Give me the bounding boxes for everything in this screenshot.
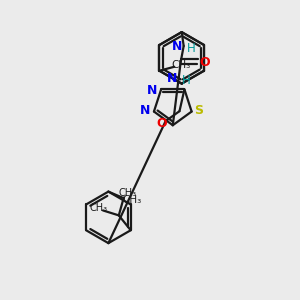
Text: CH₃: CH₃ [119,188,137,198]
Text: N: N [172,40,182,53]
Text: S: S [194,104,203,117]
Text: CH₃: CH₃ [122,194,142,205]
Text: O: O [199,56,210,69]
Text: CH₃: CH₃ [172,60,191,70]
Text: N: N [140,104,150,117]
Text: CH₃: CH₃ [90,203,108,214]
Text: N: N [167,72,177,85]
Text: H: H [182,74,191,87]
Text: N: N [147,84,158,97]
Text: O: O [156,117,167,130]
Text: H: H [187,42,196,56]
